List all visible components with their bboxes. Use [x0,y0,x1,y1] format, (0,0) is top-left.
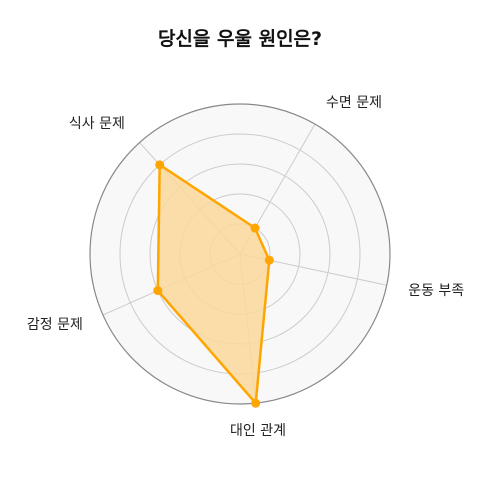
data-point [153,286,163,296]
chart-title: 당신을 우울 원인은? [157,28,323,50]
data-point [264,255,274,265]
outer-ring [89,103,391,405]
axis-label: 수면 문제 [326,95,382,111]
data-point [155,160,165,170]
data-point [251,398,261,408]
axis-label: 운동 부족 [408,283,464,299]
series-area [157,164,270,404]
axis-label: 감정 문제 [27,317,83,333]
axis-label: 대인 관계 [230,423,286,439]
data-layer [153,160,274,408]
series-line [156,163,271,405]
data-point [250,223,260,233]
axis-label: 식사 문제 [69,116,125,132]
